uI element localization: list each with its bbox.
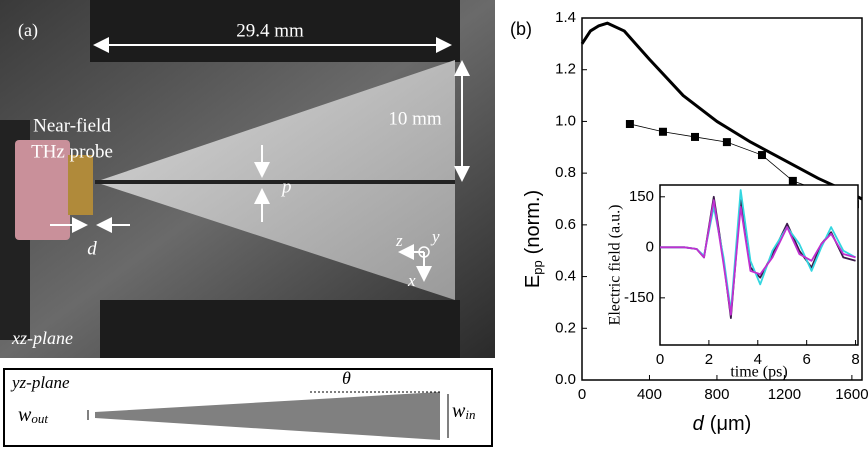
marker xyxy=(788,176,797,185)
panel-label: (b) xyxy=(510,19,532,39)
y-tick-label: 150 xyxy=(629,188,654,205)
marker xyxy=(691,132,700,141)
axis-label: y xyxy=(430,227,440,246)
marker xyxy=(658,127,667,136)
y-tick-label: 1.2 xyxy=(555,61,576,78)
probe-tip xyxy=(68,155,93,215)
symbol: w xyxy=(18,404,32,426)
y-tick-label: 0.4 xyxy=(555,268,576,285)
y-axis-label: Epp (norm.) xyxy=(522,190,545,288)
w-out-label: wout xyxy=(18,404,48,426)
y-tick-label: 0.2 xyxy=(555,319,576,336)
series-line xyxy=(580,21,863,201)
subscript: out xyxy=(31,411,48,426)
probe-body xyxy=(15,140,70,240)
x-tick-label: 2 xyxy=(705,351,713,368)
marker xyxy=(757,151,766,160)
y-tick-label: 0 xyxy=(646,238,654,255)
length-label: 29.4 mm xyxy=(236,20,304,41)
axis-label: z xyxy=(395,231,403,250)
subscript: in xyxy=(465,407,475,422)
x-tick-label: 800 xyxy=(704,386,729,403)
y-axis-symbol xyxy=(418,246,430,258)
y-tick-label: 0.0 xyxy=(555,371,576,388)
y-tick-label: 1.4 xyxy=(555,9,576,26)
x-tick-label: 4 xyxy=(754,351,762,368)
symbol: w xyxy=(452,400,466,422)
x-axis-label: time (ps) xyxy=(730,364,787,381)
probe-label: Near-field xyxy=(33,115,111,136)
y-axis-label: Electric field (a.u.) xyxy=(607,205,624,326)
photo-panel: (a) 29.4 mm Near-field THz probe 10 mm p… xyxy=(0,0,495,358)
symbol: E xyxy=(522,275,544,288)
axis-label: x xyxy=(407,271,416,290)
holder-bottom xyxy=(100,300,460,358)
x-tick-label: 1600 xyxy=(835,386,868,403)
symbol: d xyxy=(693,413,705,435)
plot-frame xyxy=(659,184,859,346)
view-label: xz-plane xyxy=(11,328,73,348)
y-tick-label: 1.0 xyxy=(555,112,576,129)
y-tick-label: 0.6 xyxy=(555,216,576,233)
marker xyxy=(722,138,731,147)
series-line xyxy=(660,199,856,316)
probe-label: THz probe xyxy=(31,141,113,162)
view-label: yz-plane xyxy=(10,373,70,392)
subscript: pp xyxy=(530,260,545,274)
w-in-label: win xyxy=(452,400,475,422)
x-tick-label: 400 xyxy=(637,386,662,403)
x-tick-label: 0 xyxy=(578,386,586,403)
y-tick-label: -150 xyxy=(624,289,654,306)
x-tick-label: 1200 xyxy=(768,386,801,403)
x-tick-label: 0 xyxy=(656,351,664,368)
wedge xyxy=(95,392,440,440)
gap-label: p xyxy=(280,176,292,197)
x-tick-label: 6 xyxy=(802,351,810,368)
distance-label: d xyxy=(87,238,97,259)
unit: (μm) xyxy=(710,413,752,435)
height-label: 10 mm xyxy=(388,108,442,129)
plot-panel: 0 400 800 1200 16000.00.20.40.60.81.01.21.4d… xyxy=(510,9,868,435)
y-tick-label: 0.8 xyxy=(555,164,576,181)
side-view: yz-plane θ wout win xyxy=(3,368,493,447)
angle-label: θ xyxy=(342,368,351,388)
panel-label: (a) xyxy=(18,20,38,41)
unit: (norm.) xyxy=(522,190,544,254)
marker xyxy=(625,120,634,129)
x-axis-label: d (μm) xyxy=(693,413,752,435)
x-tick-label: 8 xyxy=(851,351,859,368)
